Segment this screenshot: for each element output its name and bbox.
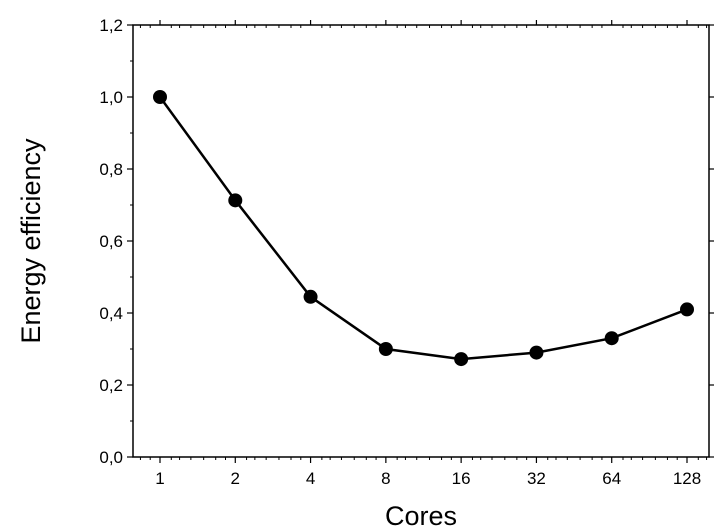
x-tick-label: 128 (673, 469, 701, 488)
x-axis-title: Cores (385, 501, 457, 531)
y-axis-title: Energy efficiency (16, 138, 46, 344)
y-tick-label: 1,2 (99, 16, 123, 35)
x-tick-label: 64 (602, 469, 621, 488)
data-point (153, 90, 167, 104)
x-tick-label: 16 (452, 469, 471, 488)
data-point (228, 193, 243, 208)
series-layer (153, 90, 694, 367)
x-tick-label: 2 (231, 469, 240, 488)
x-tick-label: 8 (381, 469, 390, 488)
data-point (303, 289, 318, 304)
y-tick-label: 0,0 (99, 448, 123, 467)
data-point (604, 331, 619, 346)
y-tick-label: 1,0 (99, 88, 123, 107)
data-point (378, 342, 393, 356)
data-point (454, 352, 469, 367)
series-line (158, 96, 688, 361)
data-point (529, 345, 544, 360)
y-tick-label: 0,2 (99, 376, 123, 395)
x-axis-ticks: 1 2 4 8 16 32 64 128 (139, 20, 708, 488)
y-tick-label: 0,4 (99, 304, 123, 323)
y-tick-label: 0,8 (99, 160, 123, 179)
x-tick-label: 4 (306, 469, 315, 488)
plot-frame (132, 24, 710, 458)
x-tick-label: 1 (155, 469, 164, 488)
x-tick-label: 32 (527, 469, 546, 488)
y-axis-ticks: 0,0 0,2 0,4 0,6 0,8 1,0 1,2 (99, 16, 714, 467)
data-point (680, 302, 694, 317)
y-tick-label: 0,6 (99, 232, 123, 251)
